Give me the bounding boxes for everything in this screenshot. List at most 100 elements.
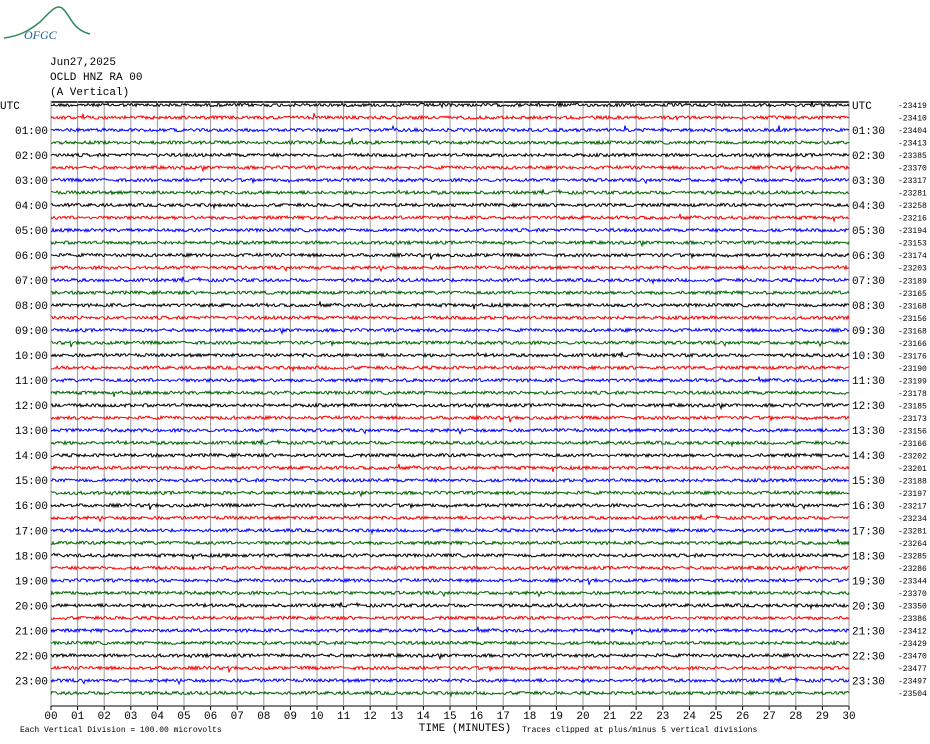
trace: [50, 552, 850, 560]
left-time-label: 08:00: [15, 301, 48, 313]
right-time-label: 04:30: [852, 201, 885, 213]
trace-value: -23189: [898, 277, 927, 286]
x-tick-label: 16: [470, 711, 483, 723]
trace-value: -23201: [898, 465, 927, 474]
x-tick-label: 09: [284, 711, 297, 723]
trace: [50, 151, 850, 159]
trace: [50, 124, 850, 134]
trace-value: -23429: [898, 640, 927, 649]
left-time-label: 10:00: [15, 351, 48, 363]
x-tick-label: 20: [576, 711, 589, 723]
left-time-label: 07:00: [15, 276, 48, 288]
trace: [50, 676, 850, 686]
trace: [50, 376, 850, 384]
trace-value: -23174: [898, 252, 927, 261]
trace: [50, 527, 850, 536]
trace-value: -23197: [898, 490, 927, 499]
trace: [50, 276, 850, 285]
trace: [51, 489, 850, 498]
trace-value: -23153: [898, 240, 927, 249]
trace-value: -23386: [898, 615, 927, 624]
trace-value: -23370: [898, 165, 927, 174]
x-tick-label: 19: [550, 711, 563, 723]
trace-value: -23185: [898, 402, 927, 411]
trace-value: -23190: [898, 365, 927, 374]
right-time-label: 11:30: [852, 376, 885, 388]
trace-value: -23410: [898, 115, 927, 124]
left-time-label: 09:00: [15, 326, 48, 338]
trace-value: -23470: [898, 653, 927, 662]
trace-value: -23281: [898, 527, 927, 536]
right-time-label: 20:30: [852, 601, 885, 613]
date: Jun27,2025: [50, 57, 116, 69]
trace: [50, 177, 850, 185]
trace: [50, 289, 850, 296]
scale-note: Each Vertical Division = 100.00 microvol…: [20, 726, 222, 735]
right-time-label: 02:30: [852, 151, 885, 163]
trace-value: -23217: [898, 502, 927, 511]
trace-value: -23281: [898, 190, 927, 199]
x-axis-title: TIME (MINUTES): [419, 723, 511, 735]
x-tick-label: 26: [736, 711, 749, 723]
trace-value: -23216: [898, 215, 927, 224]
x-tick-label: 06: [204, 711, 217, 723]
trace-value: -23504: [898, 690, 927, 699]
left-time-label: 23:00: [15, 676, 48, 688]
x-tick-label: 05: [177, 711, 190, 723]
trace-value: -23194: [898, 227, 927, 236]
left-time-label: 06:00: [15, 251, 48, 263]
trace-value: -23419: [898, 102, 927, 111]
x-tick-label: 04: [151, 711, 165, 723]
trace-value: -23286: [898, 565, 927, 574]
trace: [50, 689, 850, 698]
trace-value: -23404: [898, 127, 927, 136]
left-time-label: UTC: [0, 101, 20, 113]
trace: [50, 239, 850, 248]
trace: [50, 652, 850, 661]
trace: [50, 438, 850, 448]
right-time-label: 05:30: [852, 226, 885, 238]
trace-value: -23202: [898, 452, 927, 461]
right-time-label: 06:30: [852, 251, 885, 263]
left-time-label: 12:00: [15, 401, 48, 413]
trace: [51, 226, 850, 234]
trace: [50, 351, 850, 359]
left-time-label: 21:00: [15, 626, 48, 638]
right-time-label: UTC: [852, 101, 872, 113]
right-time-label: 19:30: [852, 576, 885, 588]
trace: [50, 589, 850, 598]
x-tick-label: 12: [364, 711, 377, 723]
trace: [50, 577, 850, 585]
left-time-label: 17:00: [15, 526, 48, 538]
x-tick-label: 21: [603, 711, 617, 723]
right-time-label: 09:30: [852, 326, 885, 338]
trace: [50, 164, 850, 173]
logo-text: OFGC: [24, 28, 58, 42]
trace: [50, 414, 850, 423]
trace-value: -23344: [898, 578, 927, 587]
trace-value: -23168: [898, 302, 927, 311]
trace-value: -23156: [898, 427, 927, 436]
x-tick-label: 07: [231, 711, 244, 723]
trace: [50, 364, 850, 373]
trace: [50, 301, 850, 310]
left-time-label: 15:00: [15, 476, 48, 488]
x-tick-label: 03: [124, 711, 137, 723]
trace-value: -23173: [898, 415, 927, 424]
trace: [50, 389, 850, 398]
right-time-label: 23:30: [852, 676, 885, 688]
trace-value: -23176: [898, 352, 927, 361]
left-time-label: 05:00: [15, 226, 48, 238]
trace: [50, 113, 850, 122]
right-time-label: 12:30: [852, 401, 885, 413]
trace: [50, 601, 850, 611]
trace: [50, 101, 850, 109]
left-time-label: 03:00: [15, 176, 48, 188]
right-time-label: 13:30: [852, 426, 885, 438]
trace: [50, 502, 850, 510]
trace-value: -23385: [898, 152, 927, 161]
x-tick-label: 30: [842, 711, 855, 723]
trace: [50, 314, 850, 321]
x-tick-label: 11: [337, 711, 351, 723]
right-time-label: 08:30: [852, 301, 885, 313]
